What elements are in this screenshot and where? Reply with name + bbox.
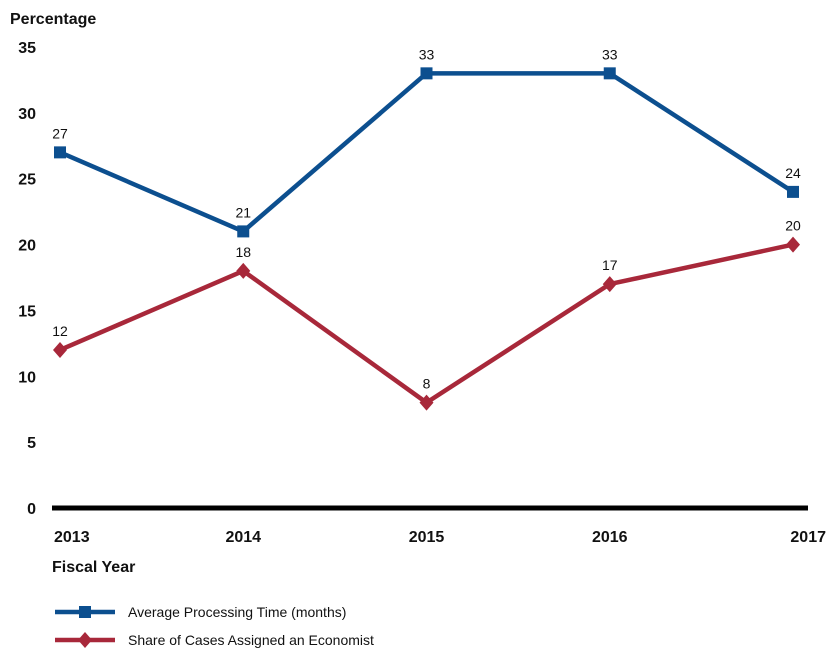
data-label: 33 bbox=[602, 46, 618, 62]
data-label: 8 bbox=[423, 376, 431, 392]
y-tick-label: 30 bbox=[18, 106, 36, 123]
x-tick-label: 2013 bbox=[54, 529, 90, 546]
legend-marker-diamond bbox=[78, 632, 92, 648]
y-tick-label: 15 bbox=[18, 303, 36, 320]
x-tick-label: 2015 bbox=[409, 529, 445, 546]
x-tick-label: 2014 bbox=[225, 529, 261, 546]
legend-item: Average Processing Time (months) bbox=[55, 604, 346, 620]
data-point-square bbox=[54, 146, 66, 159]
series-line bbox=[59, 71, 795, 234]
y-tick-label: 20 bbox=[18, 238, 36, 255]
data-point-diamond bbox=[786, 236, 800, 253]
y-tick-label: 25 bbox=[18, 172, 36, 189]
legend: Average Processing Time (months) Share of… bbox=[55, 604, 374, 648]
data-point-diamond bbox=[236, 262, 251, 279]
legend-marker-square bbox=[79, 606, 91, 618]
legend-label: Share of Cases Assigned an Economist bbox=[128, 632, 374, 648]
legend-item: Share of Cases Assigned an Economist bbox=[55, 632, 374, 648]
x-axis-ticks: 2013 2014 2015 2016 2017 bbox=[54, 529, 826, 546]
y-axis-ticks: 0 5 10 15 20 25 30 35 bbox=[18, 40, 36, 518]
data-point-diamond bbox=[53, 341, 67, 358]
series-2: 12 18 8 17 20 bbox=[52, 218, 801, 411]
y-tick-label: 5 bbox=[27, 435, 36, 452]
data-point-square bbox=[420, 67, 433, 80]
series-layer: 27 21 33 33 24 12 18 8 17 20 bbox=[52, 46, 801, 411]
legend-label: Average Processing Time (months) bbox=[128, 604, 346, 620]
data-point-diamond bbox=[602, 276, 617, 293]
data-label: 17 bbox=[602, 257, 618, 273]
x-axis-title: Fiscal Year bbox=[52, 559, 135, 576]
data-label: 12 bbox=[52, 323, 68, 339]
data-point-square bbox=[603, 67, 616, 80]
y-tick-label: 0 bbox=[27, 501, 36, 518]
data-point-diamond bbox=[419, 394, 434, 411]
y-axis-title: Percentage bbox=[10, 11, 96, 28]
y-tick-label: 10 bbox=[18, 369, 36, 386]
data-label: 33 bbox=[419, 46, 435, 62]
data-label: 21 bbox=[235, 204, 251, 220]
data-label: 20 bbox=[785, 218, 801, 234]
x-tick-label: 2016 bbox=[592, 529, 628, 546]
data-label: 18 bbox=[235, 244, 251, 260]
series-1: 27 21 33 33 24 bbox=[52, 46, 801, 238]
data-label: 24 bbox=[785, 165, 801, 181]
data-label: 27 bbox=[52, 125, 68, 141]
data-point-square bbox=[237, 225, 250, 238]
x-tick-label: 2017 bbox=[790, 529, 826, 546]
y-tick-label: 35 bbox=[18, 40, 36, 57]
data-point-square bbox=[787, 185, 799, 198]
